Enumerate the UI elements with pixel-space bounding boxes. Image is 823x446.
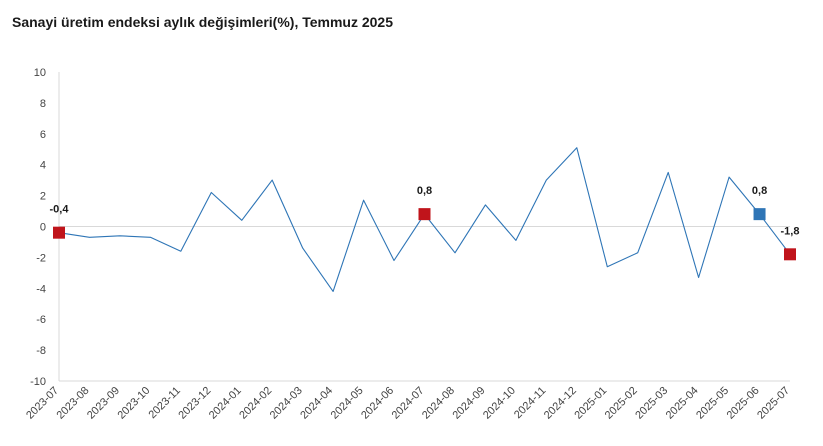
chart-title: Sanayi üretim endeksi aylık değişimleri(… bbox=[12, 14, 394, 30]
x-tick-label: 2024-10 bbox=[481, 385, 518, 422]
y-tick-label: -6 bbox=[36, 314, 46, 326]
x-tick-label: 2024-05 bbox=[329, 385, 366, 422]
y-tick-label: 0 bbox=[40, 222, 46, 234]
y-tick-label: -2 bbox=[36, 252, 46, 264]
x-tick-label: 2024-04 bbox=[298, 385, 335, 422]
y-tick-label: 6 bbox=[40, 129, 46, 141]
highlight-marker bbox=[784, 248, 796, 261]
x-tick-label: 2023-07 bbox=[24, 385, 61, 422]
highlight-marker bbox=[418, 208, 431, 221]
y-tick-label: 8 bbox=[40, 98, 46, 110]
highlight-marker bbox=[53, 226, 65, 239]
y-tick-label: -10 bbox=[30, 376, 46, 388]
y-tick-label: 10 bbox=[34, 67, 46, 79]
x-tick-label: 2024-07 bbox=[390, 385, 427, 422]
x-tick-label: 2023-08 bbox=[55, 385, 92, 422]
x-tick-label: 2025-01 bbox=[572, 385, 609, 422]
y-tick-label: 4 bbox=[40, 160, 46, 172]
x-tick-label: 2023-09 bbox=[85, 385, 122, 422]
x-tick-label: 2023-10 bbox=[115, 385, 152, 422]
x-tick-label: 2024-08 bbox=[420, 385, 457, 422]
x-tick-label: 2024-01 bbox=[207, 385, 244, 422]
x-tick-label: 2025-07 bbox=[755, 385, 792, 422]
y-tick-label: -4 bbox=[36, 283, 46, 295]
x-tick-label: 2024-06 bbox=[359, 385, 396, 422]
x-tick-label: 2024-09 bbox=[451, 385, 488, 422]
y-tick-label: 2 bbox=[40, 191, 46, 203]
data-label: -1,8 bbox=[781, 225, 800, 237]
x-tick-label: 2023-12 bbox=[176, 385, 213, 422]
data-label: -0,4 bbox=[50, 204, 70, 216]
highlight-marker bbox=[753, 208, 766, 221]
x-tick-label: 2025-05 bbox=[694, 385, 731, 422]
y-tick-label: -8 bbox=[36, 345, 46, 357]
x-tick-label: 2024-12 bbox=[542, 385, 579, 422]
x-tick-label: 2024-02 bbox=[237, 385, 274, 422]
data-label: 0,8 bbox=[417, 185, 432, 197]
x-tick-label: 2025-03 bbox=[633, 385, 670, 422]
data-label: 0,8 bbox=[752, 185, 767, 197]
x-tick-label: 2025-06 bbox=[725, 385, 762, 422]
x-tick-label: 2025-02 bbox=[603, 385, 640, 422]
x-tick-label: 2024-03 bbox=[268, 385, 305, 422]
x-tick-label: 2025-04 bbox=[664, 385, 701, 422]
